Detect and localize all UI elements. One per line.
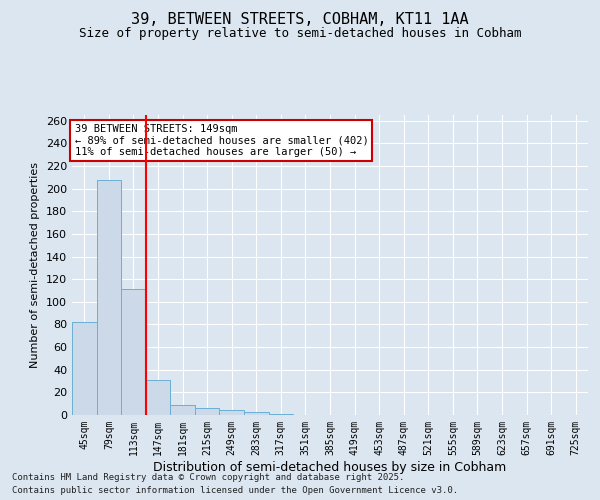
Bar — [121, 290, 146, 415]
Bar — [170, 405, 195, 415]
Bar — [146, 380, 170, 415]
Bar — [220, 410, 244, 415]
Text: Contains public sector information licensed under the Open Government Licence v3: Contains public sector information licen… — [12, 486, 458, 495]
Bar — [72, 322, 97, 415]
Text: 39, BETWEEN STREETS, COBHAM, KT11 1AA: 39, BETWEEN STREETS, COBHAM, KT11 1AA — [131, 12, 469, 28]
Y-axis label: Number of semi-detached properties: Number of semi-detached properties — [31, 162, 40, 368]
Bar — [97, 180, 121, 415]
Text: 39 BETWEEN STREETS: 149sqm
← 89% of semi-detached houses are smaller (402)
11% o: 39 BETWEEN STREETS: 149sqm ← 89% of semi… — [74, 124, 368, 157]
Bar — [195, 408, 220, 415]
X-axis label: Distribution of semi-detached houses by size in Cobham: Distribution of semi-detached houses by … — [154, 460, 506, 473]
Text: Contains HM Land Registry data © Crown copyright and database right 2025.: Contains HM Land Registry data © Crown c… — [12, 474, 404, 482]
Bar — [269, 414, 293, 415]
Bar — [244, 412, 269, 415]
Text: Size of property relative to semi-detached houses in Cobham: Size of property relative to semi-detach… — [79, 28, 521, 40]
